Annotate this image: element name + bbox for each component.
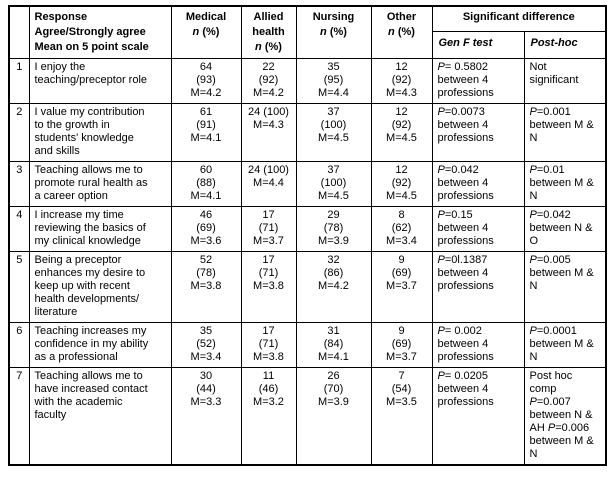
- statement-cell: Being a preceptor enhances my desire to …: [28, 251, 172, 323]
- preceptor-survey-table: Response Agree/Strongly agree Mean on 5 po…: [8, 5, 608, 466]
- other-cell: 12 (92) M=4.3: [370, 58, 433, 104]
- medical-cell: 35 (52) M=3.4: [170, 322, 242, 368]
- header-row-sub: Gen F test Post-hoc: [9, 31, 607, 59]
- medical-cell: 60 (88) M=4.1: [170, 161, 242, 207]
- response-header: Response Agree/Strongly agree Mean on 5 po…: [28, 5, 172, 59]
- nursing-column-header: Nursing n (%): [295, 5, 372, 59]
- post-hoc-cell: P=0.0001 between M & N: [523, 322, 607, 368]
- n-pct-label: n (%): [192, 26, 220, 38]
- gen-f-test-cell: P= 0.002 between 4 professions: [431, 322, 525, 368]
- allied-health-cell: 22 (92) M=4.2: [240, 58, 297, 104]
- row-number-cell: 4: [8, 206, 30, 252]
- row-number-cell: 7: [8, 367, 30, 466]
- nursing-cell: 37 (100) M=4.5: [295, 103, 372, 162]
- other-cell: 7 (54) M=3.5: [370, 367, 433, 466]
- allied-health-cell: 17 (71) M=3.8: [240, 322, 297, 368]
- gen-f-test-cell: P=0.0073 between 4 professions: [431, 103, 525, 162]
- post-hoc-cell: Post hoc comp P=0.007 between N & AH P=0…: [523, 367, 607, 466]
- gen-f-test-cell: P= 0.0205 between 4 professions: [431, 367, 525, 466]
- gen-f-test-cell: P= 0.5802 between 4 professions: [431, 58, 525, 104]
- post-hoc-header: Post-hoc: [523, 31, 607, 59]
- statement-cell: I value my contribution to the growth in…: [28, 103, 172, 162]
- table-row: 5 Being a preceptor enhances my desire to…: [8, 251, 607, 323]
- column-label: Other: [386, 11, 417, 23]
- nursing-cell: 32 (86) M=4.2: [295, 251, 372, 323]
- table-header: Response Agree/Strongly agree Mean on 5 po…: [8, 5, 607, 59]
- n-pct-label: n (%): [320, 26, 347, 38]
- allied-health-cell: 24 (100) M=4.4: [240, 161, 297, 207]
- significant-difference-header: Significant difference: [431, 5, 607, 33]
- table-row: 6 Teaching increases my confidence in my …: [8, 322, 607, 368]
- response-header-line-2: Agree/Strongly agree: [34, 26, 146, 38]
- statement-cell: Teaching increases my confidence in my a…: [28, 322, 172, 368]
- page: Response Agree/Strongly agree Mean on 5 po…: [8, 5, 608, 466]
- statement-cell: Teaching allows me to have increased con…: [28, 367, 172, 466]
- table-row: 3 Teaching allows me to promote rural hea…: [8, 161, 607, 207]
- post-hoc-cell: P=0.042 between N & O: [523, 206, 607, 252]
- allied-health-column-header: Allied health n (%): [240, 5, 297, 59]
- other-cell: 8 (62) M=3.4: [370, 206, 433, 252]
- medical-cell: 61 (91) M=4.1: [170, 103, 242, 162]
- medical-column-header: Medical n (%): [170, 5, 242, 59]
- header-row-main: Response Agree/Strongly agree Mean on 5 po…: [8, 5, 607, 59]
- gen-f-test-header: Gen F test: [431, 31, 525, 59]
- column-label: Nursing: [312, 11, 355, 23]
- post-hoc-cell: P=0.01 between M & N: [523, 161, 607, 207]
- response-header-line-3: Mean on 5 point scale: [34, 41, 149, 53]
- statement-cell: Teaching allows me to promote rural heal…: [28, 161, 172, 207]
- medical-cell: 30 (44) M=3.3: [170, 367, 242, 466]
- gen-f-test-cell: P=0l.1387 between 4 professions: [431, 251, 525, 323]
- other-cell: 9 (69) M=3.7: [370, 322, 433, 368]
- gen-f-test-cell: P=0.042 between 4 professions: [431, 161, 525, 207]
- post-hoc-cell: P=0.001 between M & N: [523, 103, 607, 162]
- statement-cell: I increase my time reviewing the basics …: [28, 206, 172, 252]
- column-label: Medical: [185, 11, 227, 23]
- column-label: Allied health: [252, 11, 285, 38]
- nursing-cell: 31 (84) M=4.1: [295, 322, 372, 368]
- nursing-cell: 37 (100) M=4.5: [295, 161, 372, 207]
- nursing-cell: 26 (70) M=3.9: [295, 367, 372, 466]
- medical-cell: 64 (93) M=4.2: [170, 58, 242, 104]
- row-number-header: [8, 5, 30, 59]
- row-number-cell: 3: [8, 161, 30, 207]
- other-cell: 12 (92) M=4.5: [370, 161, 433, 207]
- other-cell: 9 (69) M=3.7: [370, 251, 433, 323]
- medical-cell: 52 (78) M=3.8: [170, 251, 242, 323]
- allied-health-cell: 17 (71) M=3.8: [240, 251, 297, 323]
- row-number-cell: 2: [8, 103, 30, 162]
- post-hoc-cell: Not significant: [523, 58, 607, 104]
- table-row: 7 Teaching allows me to have increased co…: [8, 367, 607, 466]
- other-column-header: Other n (%): [370, 5, 433, 59]
- other-cell: 12 (92) M=4.5: [370, 103, 433, 162]
- allied-health-cell: 11 (46) M=3.2: [240, 367, 297, 466]
- nursing-cell: 29 (78) M=3.9: [295, 206, 372, 252]
- statement-cell: I enjoy the teaching/preceptor role: [28, 58, 172, 104]
- n-pct-label: n (%): [255, 41, 282, 53]
- nursing-cell: 35 (95) M=4.4: [295, 58, 372, 104]
- row-number-cell: 5: [8, 251, 30, 323]
- allied-health-cell: 17 (71) M=3.7: [240, 206, 297, 252]
- gen-f-test-cell: P=0.15 between 4 professions: [431, 206, 525, 252]
- n-pct-label: n (%): [388, 26, 415, 38]
- row-number-cell: 6: [8, 322, 30, 368]
- medical-cell: 46 (69) M=3.6: [170, 206, 242, 252]
- row-number-cell: 1: [8, 58, 30, 104]
- allied-health-cell: 24 (100) M=4.3: [240, 103, 297, 162]
- response-header-line-1: Response: [34, 11, 88, 23]
- post-hoc-cell: P=0.005 between M & N: [523, 251, 607, 323]
